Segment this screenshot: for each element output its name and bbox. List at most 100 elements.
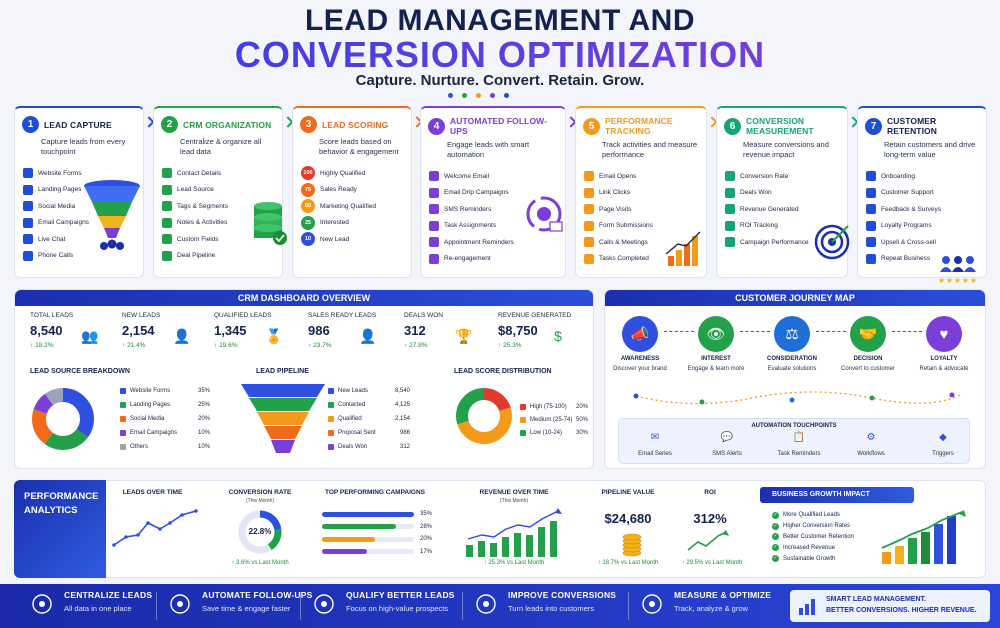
step-item-label: Deal Pipeline: [177, 252, 216, 260]
item-icon: [162, 234, 172, 245]
legend-label: Medium (25-74): [530, 416, 573, 423]
step-header: 7 CUSTOMER RETENTION: [858, 108, 986, 138]
step-item-label: Tags & Segments: [177, 202, 228, 210]
step-items: Website Forms Landing Pages Social Media Em…: [15, 161, 143, 264]
kpi-value: 986: [308, 323, 330, 338]
item-icon: [725, 220, 735, 231]
step-number-badge: 5: [583, 117, 600, 135]
step-title: LEAD CAPTURE: [44, 119, 112, 130]
item-icon: [162, 201, 172, 212]
legend-row: Deals Won 312: [328, 440, 410, 454]
kpi-card: DEALS WON 312 ↑ 27.8% 🏆: [404, 312, 494, 358]
touchpoint-label: Task Reminders: [777, 451, 821, 457]
legend-swatch: [328, 388, 334, 394]
kpi-label: NEW LEADS: [122, 312, 161, 319]
footer-benefit-sub: Save time & engage faster: [202, 604, 291, 613]
step-item-label: Phone Calls: [38, 252, 74, 260]
growth-item-label: Sustainable Growth: [783, 555, 836, 562]
footer-text: QUALIFY BETTER LEADS Focus on high-value …: [346, 590, 462, 613]
automation-cycle-icon: [526, 196, 563, 232]
step-item-label: Interested: [320, 219, 349, 227]
score-dist-title: LEAD SCORE DISTRIBUTION: [454, 368, 552, 375]
step-item: 75 Sales Ready: [301, 182, 411, 199]
kpi-icon: $: [554, 328, 562, 344]
kpi-change-text: 19.6%: [219, 342, 238, 349]
step-item-label: Page Visits: [599, 205, 632, 213]
kpi-change-text: 18.2%: [35, 342, 54, 349]
journey-stage-desc: Retain & advocate: [919, 366, 969, 372]
journey-stage-icon: ♥: [926, 316, 962, 352]
svg-text:★: ★: [946, 276, 953, 285]
legend-swatch: [120, 416, 126, 422]
step-item-label: Landing Pages: [38, 186, 82, 194]
journey-stage-icon: ⚖: [774, 316, 810, 352]
step-item: Upsell & Cross-sell: [866, 234, 986, 251]
ring-secondary: [238, 510, 282, 554]
journey-arrow-icon: [892, 331, 922, 332]
growth-item-label: Better Customer Retention: [783, 533, 855, 540]
touchpoint-icon: ✉: [650, 432, 660, 443]
legend-swatch: [328, 430, 334, 436]
step-item-label: Link Clicks: [599, 189, 631, 197]
campaign-bar-track: [322, 511, 414, 517]
legend-swatch: [120, 444, 126, 450]
step-item-label: Repeat Business: [881, 255, 931, 263]
item-icon: [23, 168, 33, 179]
legend-row: Low (10-24) 30%: [520, 426, 588, 439]
step-number-badge: 3: [300, 116, 317, 133]
dashboard-title: CRM DASHBOARD OVERVIEW: [15, 290, 593, 306]
database-icon: [254, 202, 287, 245]
kpi-value: 1,345: [214, 323, 247, 338]
step-title: CRM ORGANIZATION: [183, 119, 272, 130]
title-line-2: CONVERSION OPTIMIZATION: [0, 34, 1000, 76]
kpi-card: SALES READY LEADS 986 ↑ 23.7% 👤: [308, 312, 398, 358]
journey-stage-icon: 🤝: [850, 316, 886, 352]
campaign-row: 28%: [322, 521, 440, 534]
item-icon: [725, 237, 735, 248]
score-badge: 10: [301, 232, 315, 247]
growth-item: ✓ More Qualified Leads: [772, 510, 882, 521]
legend-row: Medium (25-74) 50%: [520, 413, 588, 426]
donut-slice: [456, 388, 512, 444]
step-item: Page Visits: [584, 201, 706, 218]
step-item: Campaign Performance: [725, 234, 847, 251]
legend-row: Website Forms 35%: [120, 384, 210, 398]
journey-arrow-icon: [740, 331, 770, 332]
step-item: 50 Marketing Qualified: [301, 198, 411, 215]
kpi-card: TOTAL LEADS 8,540 ↑ 18.2% 👥: [30, 312, 120, 358]
legend-value: 8,540: [394, 388, 410, 394]
touchpoint-icon: ◆: [939, 432, 947, 443]
tagline-dots: [448, 93, 509, 98]
step-number-badge: 2: [161, 116, 178, 133]
footer-benefit: QUALIFY BETTER LEADS Focus on high-value …: [312, 590, 463, 622]
pipeline-funnel: [241, 384, 325, 453]
svg-text:★: ★: [970, 276, 977, 285]
step-item-label: Appointment Reminders: [444, 238, 514, 246]
step-item-label: Tasks Completed: [599, 255, 649, 263]
footer-divider: [462, 592, 463, 620]
journey-stage-desc: Convert to customer: [840, 366, 896, 372]
kpi-card: NEW LEADS 2,154 ↑ 21.4% 👤: [122, 312, 212, 358]
kpi-icon: 👤: [359, 327, 377, 344]
filter-icon: [314, 594, 334, 614]
check-icon: ✓: [772, 511, 779, 519]
item-icon: [584, 187, 594, 198]
legend-swatch: [328, 402, 334, 408]
legend-label: Low (10-24): [530, 429, 563, 436]
step-item-label: Email Opens: [599, 172, 637, 180]
item-icon: [162, 250, 172, 261]
campaign-value: 35%: [420, 511, 433, 518]
kpi-value: 312: [404, 323, 426, 338]
campaign-bar-fill: [322, 524, 396, 530]
step-item: Onboarding: [866, 168, 986, 185]
legend-row: Proposal Sent 986: [328, 426, 410, 440]
item-icon: [866, 187, 876, 198]
legend-value: 986: [399, 430, 410, 436]
step-item-label: Social Media: [38, 202, 76, 210]
footer-divider: [156, 592, 157, 620]
kpi-label: QUALIFIED LEADS: [214, 312, 272, 319]
step-item: Email Opens: [584, 168, 706, 185]
kpi-change: ↑ 21.4%: [122, 342, 146, 349]
step-item: Social Media: [23, 198, 143, 215]
legend-swatch: [328, 444, 334, 450]
